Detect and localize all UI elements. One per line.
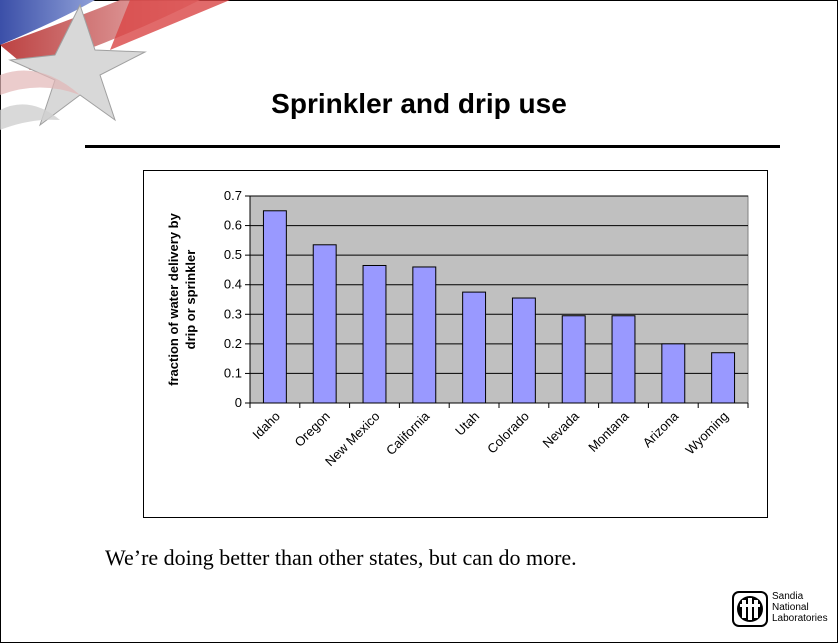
bar bbox=[312, 244, 337, 404]
bar bbox=[561, 315, 586, 404]
y-tick-label: 0.2 bbox=[224, 336, 242, 351]
y-axis-label: fraction of water delivery by bbox=[166, 212, 181, 385]
bar bbox=[462, 291, 487, 404]
slide-caption: We’re doing better than other states, bu… bbox=[105, 545, 577, 570]
sandia-logo-line3: Laboratories bbox=[772, 613, 828, 624]
sandia-thunderbird-icon bbox=[732, 591, 768, 627]
x-tick-label: Colorado bbox=[484, 409, 532, 457]
x-tick-label: Wyoming bbox=[682, 409, 731, 458]
sandia-logo-line1: Sandia bbox=[772, 591, 804, 602]
bar bbox=[362, 264, 387, 404]
bar bbox=[262, 210, 287, 404]
x-tick-label: Utah bbox=[452, 409, 482, 439]
bar bbox=[412, 266, 437, 404]
x-tick-label: California bbox=[383, 408, 433, 458]
x-tick-label: Montana bbox=[585, 408, 632, 455]
sandia-logo: Sandia National Laboratories bbox=[732, 588, 832, 630]
y-tick-label: 0.4 bbox=[224, 277, 242, 292]
x-tick-label: Oregon bbox=[292, 409, 333, 450]
y-tick-label: 0.1 bbox=[224, 365, 242, 380]
bar bbox=[711, 352, 736, 404]
x-tick-label: Nevada bbox=[540, 408, 583, 451]
y-tick-label: 0.5 bbox=[224, 247, 242, 262]
chart-frame: 0 0.1 0.2 0.3 0.4 0.5 0.6 0.7 Idaho Oregon New Mex… bbox=[143, 170, 768, 518]
sandia-logo-line2: National bbox=[772, 602, 809, 613]
y-tick-label: 0.3 bbox=[224, 306, 242, 321]
star-swoosh-decoration bbox=[0, 0, 230, 130]
slide-title: Sprinkler and drip use bbox=[271, 88, 567, 119]
title-divider bbox=[85, 145, 780, 148]
x-tick-label: Arizona bbox=[640, 408, 682, 450]
y-tick-label: 0.6 bbox=[224, 218, 242, 233]
bar bbox=[661, 343, 686, 404]
y-tick-label: 0 bbox=[235, 395, 242, 410]
bar bbox=[611, 315, 636, 404]
bar bbox=[511, 297, 536, 404]
sandia-logo-text: Sandia National Laboratories bbox=[772, 591, 828, 624]
y-axis-label: drip or sprinkler bbox=[183, 250, 198, 350]
y-tick-label: 0.7 bbox=[224, 188, 242, 203]
x-tick-label: Idaho bbox=[249, 409, 283, 443]
